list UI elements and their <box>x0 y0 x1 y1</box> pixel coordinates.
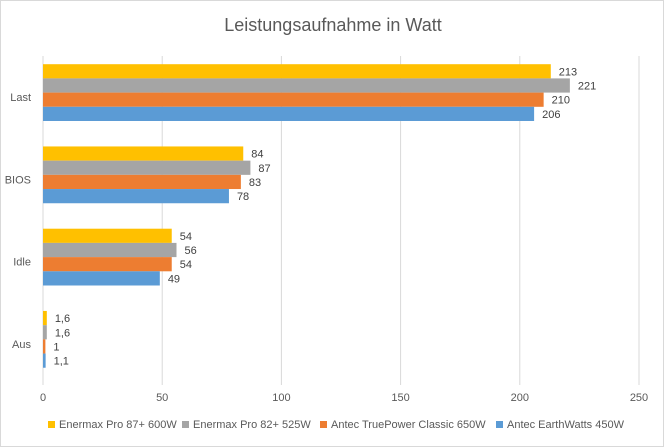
x-tick-label: 150 <box>391 392 409 404</box>
category-label: Last <box>10 92 31 104</box>
bar-2-3 <box>43 339 46 354</box>
legend-label: Antec TruePower Classic 650W <box>331 419 486 431</box>
data-label: 210 <box>552 95 570 107</box>
x-tick-labels: 0 50 100 150 200 250 <box>40 392 648 404</box>
data-label: 206 <box>542 109 560 121</box>
data-label: 1 <box>53 341 59 353</box>
legend-swatch-2 <box>320 421 327 428</box>
bar-1-3 <box>43 325 47 340</box>
data-label: 78 <box>237 191 249 203</box>
bar-2-0 <box>43 92 544 107</box>
bar-0-0 <box>43 64 551 79</box>
data-label: 1,6 <box>55 327 70 339</box>
category-label: Idle <box>13 257 31 269</box>
data-label: 56 <box>185 245 197 257</box>
data-label: 87 <box>258 163 270 175</box>
x-tick-label: 250 <box>630 392 648 404</box>
legend-label: Enermax Pro 87+ 600W <box>59 419 177 431</box>
bar-3-2 <box>43 271 160 286</box>
chart-title: Leistungsaufnahme in Watt <box>224 15 441 35</box>
x-tick-label: 50 <box>156 392 168 404</box>
x-tick-label: 0 <box>40 392 46 404</box>
bar-0-2 <box>43 228 172 243</box>
legend-swatch-3 <box>496 421 503 428</box>
bars <box>43 64 570 368</box>
bar-1-0 <box>43 78 570 93</box>
category-labels: Last BIOS Idle Aus <box>5 92 32 351</box>
data-label: 54 <box>180 259 192 271</box>
bar-1-1 <box>43 160 251 175</box>
bar-1-2 <box>43 242 177 258</box>
legend: Enermax Pro 87+ 600W Enermax Pro 82+ 525W… <box>48 419 625 431</box>
bar-3-1 <box>43 189 229 204</box>
x-tick-label: 100 <box>272 392 290 404</box>
data-label: 83 <box>249 177 261 189</box>
data-label: 1,6 <box>55 313 70 325</box>
data-label: 213 <box>559 66 577 78</box>
bar-0-1 <box>43 146 244 161</box>
bar-3-0 <box>43 106 535 121</box>
data-label: 221 <box>578 81 596 93</box>
legend-label: Antec EarthWatts 450W <box>507 419 625 431</box>
bar-3-3 <box>43 353 46 368</box>
bar-2-2 <box>43 257 172 272</box>
x-tick-label: 200 <box>511 392 529 404</box>
category-label: BIOS <box>5 174 31 186</box>
legend-swatch-1 <box>182 421 189 428</box>
data-label: 1,1 <box>54 356 69 368</box>
data-label: 49 <box>168 273 180 285</box>
bar-2-1 <box>43 174 241 190</box>
data-label: 54 <box>180 231 192 243</box>
category-label: Aus <box>12 339 31 351</box>
legend-swatch-0 <box>48 421 55 428</box>
data-label: 84 <box>251 149 263 161</box>
legend-label: Enermax Pro 82+ 525W <box>193 419 311 431</box>
bar-0-3 <box>43 310 47 326</box>
